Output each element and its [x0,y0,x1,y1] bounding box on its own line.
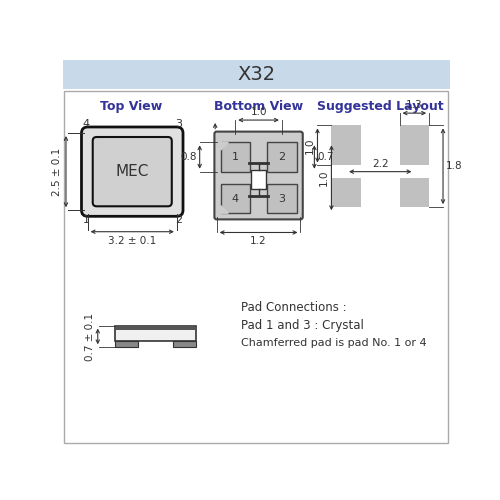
Text: 0.8: 0.8 [180,152,196,162]
Bar [267,184,296,213]
Text: Pad 1 and 3 : Crystal: Pad 1 and 3 : Crystal [241,319,364,332]
Text: 2.5 ± 0.1: 2.5 ± 0.1 [52,148,62,196]
FancyBboxPatch shape [214,132,303,220]
Text: 1: 1 [232,152,239,162]
Text: 3: 3 [175,118,182,128]
Bar [332,126,361,166]
Polygon shape [220,142,228,150]
Text: 3: 3 [278,194,285,203]
Text: 4: 4 [232,194,239,203]
Bar [220,184,250,213]
Bar [267,142,296,172]
Text: 1.0: 1.0 [304,137,314,154]
Text: Bottom View: Bottom View [214,100,303,112]
Polygon shape [220,206,228,213]
Text: Pad Connections :: Pad Connections : [241,302,346,314]
Bar [332,178,361,207]
Bar [116,326,194,330]
Bar [251,170,266,188]
Bar [115,326,196,341]
Text: Chamferred pad is pad No. 1 or 4: Chamferred pad is pad No. 1 or 4 [241,338,426,348]
Bar [400,126,429,166]
Text: 1.3: 1.3 [406,100,422,110]
Bar [400,178,429,207]
Text: MEC: MEC [116,164,149,179]
Text: 1.2: 1.2 [250,236,267,246]
Bar [115,341,138,347]
Text: Top View: Top View [100,100,162,112]
Text: 2.2: 2.2 [372,158,388,168]
Text: 1.0: 1.0 [318,170,328,186]
Text: 0.7: 0.7 [318,152,334,162]
Text: 2: 2 [278,152,285,162]
FancyBboxPatch shape [92,137,172,206]
Bar [62,60,450,90]
Bar [220,142,250,172]
FancyBboxPatch shape [82,127,183,216]
Text: 4: 4 [82,118,89,128]
Text: 1.8: 1.8 [446,162,463,172]
Bar [173,341,196,347]
Text: 1: 1 [82,215,89,225]
Text: Suggested Layout: Suggested Layout [317,100,444,112]
Text: 1.0: 1.0 [250,107,267,117]
Text: 0.7 ± 0.1: 0.7 ± 0.1 [84,313,94,362]
Text: 3.2 ± 0.1: 3.2 ± 0.1 [108,236,156,246]
Text: X32: X32 [237,65,276,84]
Text: 2: 2 [175,215,182,225]
